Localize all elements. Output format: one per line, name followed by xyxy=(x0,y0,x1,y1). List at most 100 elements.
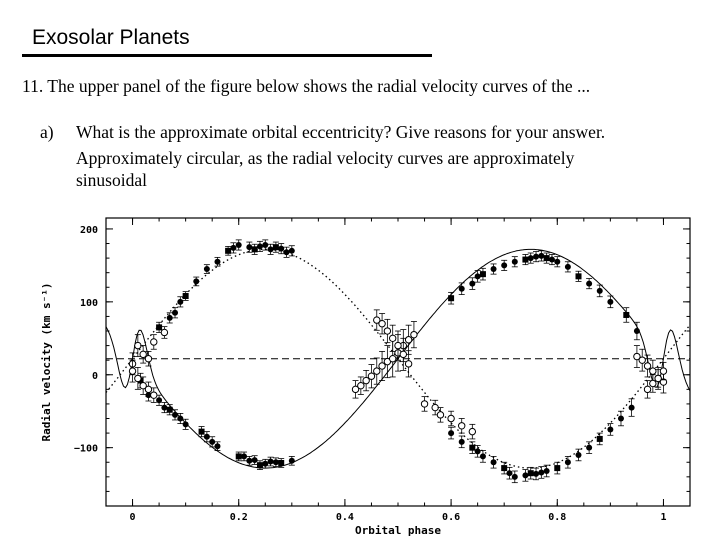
data-point xyxy=(617,415,624,422)
data-point xyxy=(177,415,184,422)
data-point xyxy=(404,360,413,368)
data-point xyxy=(554,465,561,472)
data-point xyxy=(479,453,486,460)
data-point xyxy=(357,381,365,390)
data-point xyxy=(378,320,386,328)
y-tick-label: 0 xyxy=(92,371,98,382)
data-point xyxy=(474,448,481,455)
data-point xyxy=(182,421,189,428)
data-point xyxy=(262,460,269,467)
data-point xyxy=(209,438,216,445)
data-point xyxy=(506,470,513,477)
data-point xyxy=(150,338,158,346)
data-point xyxy=(388,334,397,343)
y-tick-label: 100 xyxy=(80,298,98,309)
data-point xyxy=(383,327,392,335)
data-point xyxy=(511,473,518,480)
data-point xyxy=(659,367,668,375)
question-text: 11. The upper panel of the figure below … xyxy=(22,76,591,96)
data-point xyxy=(246,457,253,464)
data-point xyxy=(144,385,153,394)
data-point xyxy=(586,280,593,287)
data-point xyxy=(251,457,258,464)
data-point xyxy=(420,400,429,408)
slide-title: Exosolar Planets xyxy=(32,26,190,49)
data-point xyxy=(272,244,279,251)
data-point xyxy=(538,252,545,259)
data-point xyxy=(543,255,550,262)
y-axis-label: Radial velocity (km s⁻¹) xyxy=(40,283,53,442)
data-point xyxy=(501,465,508,472)
y-tick-label: −100 xyxy=(74,444,98,455)
part-question: What is the approximate orbital eccentri… xyxy=(76,122,606,142)
data-point xyxy=(458,438,465,445)
data-point xyxy=(474,273,481,280)
data-point xyxy=(256,462,263,469)
data-point xyxy=(362,376,370,385)
data-point xyxy=(278,245,285,252)
data-point xyxy=(564,459,571,466)
data-point xyxy=(575,451,582,458)
data-point xyxy=(241,453,248,460)
data-point xyxy=(543,468,550,475)
data-point xyxy=(399,350,408,359)
data-point xyxy=(198,428,205,435)
data-point xyxy=(283,249,290,256)
data-point xyxy=(367,372,376,380)
x-axis-label: Orbital phase xyxy=(355,524,441,537)
data-point xyxy=(596,287,603,294)
data-point xyxy=(490,459,497,466)
data-point xyxy=(288,247,295,254)
data-point xyxy=(272,459,279,466)
data-point xyxy=(548,256,555,263)
x-tick-label: 0.8 xyxy=(548,512,566,523)
data-point xyxy=(225,247,232,254)
data-point xyxy=(586,444,593,451)
data-point xyxy=(596,435,603,442)
data-point xyxy=(134,374,142,383)
data-point xyxy=(448,430,455,437)
data-point xyxy=(607,426,614,433)
data-point xyxy=(156,324,163,331)
data-point xyxy=(134,341,142,350)
data-point xyxy=(643,362,652,370)
data-point xyxy=(633,328,640,335)
data-point xyxy=(522,472,529,479)
data-point xyxy=(447,414,455,423)
data-point xyxy=(267,246,274,253)
data-point xyxy=(251,246,258,253)
data-point xyxy=(235,241,242,248)
data-point xyxy=(166,406,173,413)
data-point xyxy=(533,470,540,477)
data-point xyxy=(388,355,397,363)
data-point xyxy=(511,258,518,265)
data-point xyxy=(654,374,662,383)
data-point xyxy=(139,350,147,359)
data-point xyxy=(230,244,237,251)
data-point xyxy=(469,280,476,287)
data-point xyxy=(378,362,386,370)
data-point xyxy=(431,403,439,412)
data-point xyxy=(182,293,189,300)
data-point xyxy=(623,311,630,318)
x-tick-label: 0.6 xyxy=(442,512,460,523)
data-point xyxy=(214,443,221,450)
data-point xyxy=(448,295,455,302)
data-point xyxy=(649,367,657,375)
model-curve-dotted xyxy=(106,248,690,469)
data-point xyxy=(150,391,158,399)
data-point xyxy=(172,309,179,316)
data-point xyxy=(538,469,545,476)
answer-line: sinusoidal xyxy=(76,170,147,190)
data-point xyxy=(262,241,269,248)
data-point xyxy=(214,258,221,265)
data-point xyxy=(394,341,402,350)
data-point xyxy=(203,266,210,273)
answer-line: Approximately circular, as the radial ve… xyxy=(76,148,575,168)
data-point xyxy=(156,397,163,404)
data-point xyxy=(166,314,173,321)
data-point xyxy=(193,278,200,285)
data-point xyxy=(256,243,263,250)
data-point xyxy=(468,427,477,436)
data-point xyxy=(522,256,529,263)
